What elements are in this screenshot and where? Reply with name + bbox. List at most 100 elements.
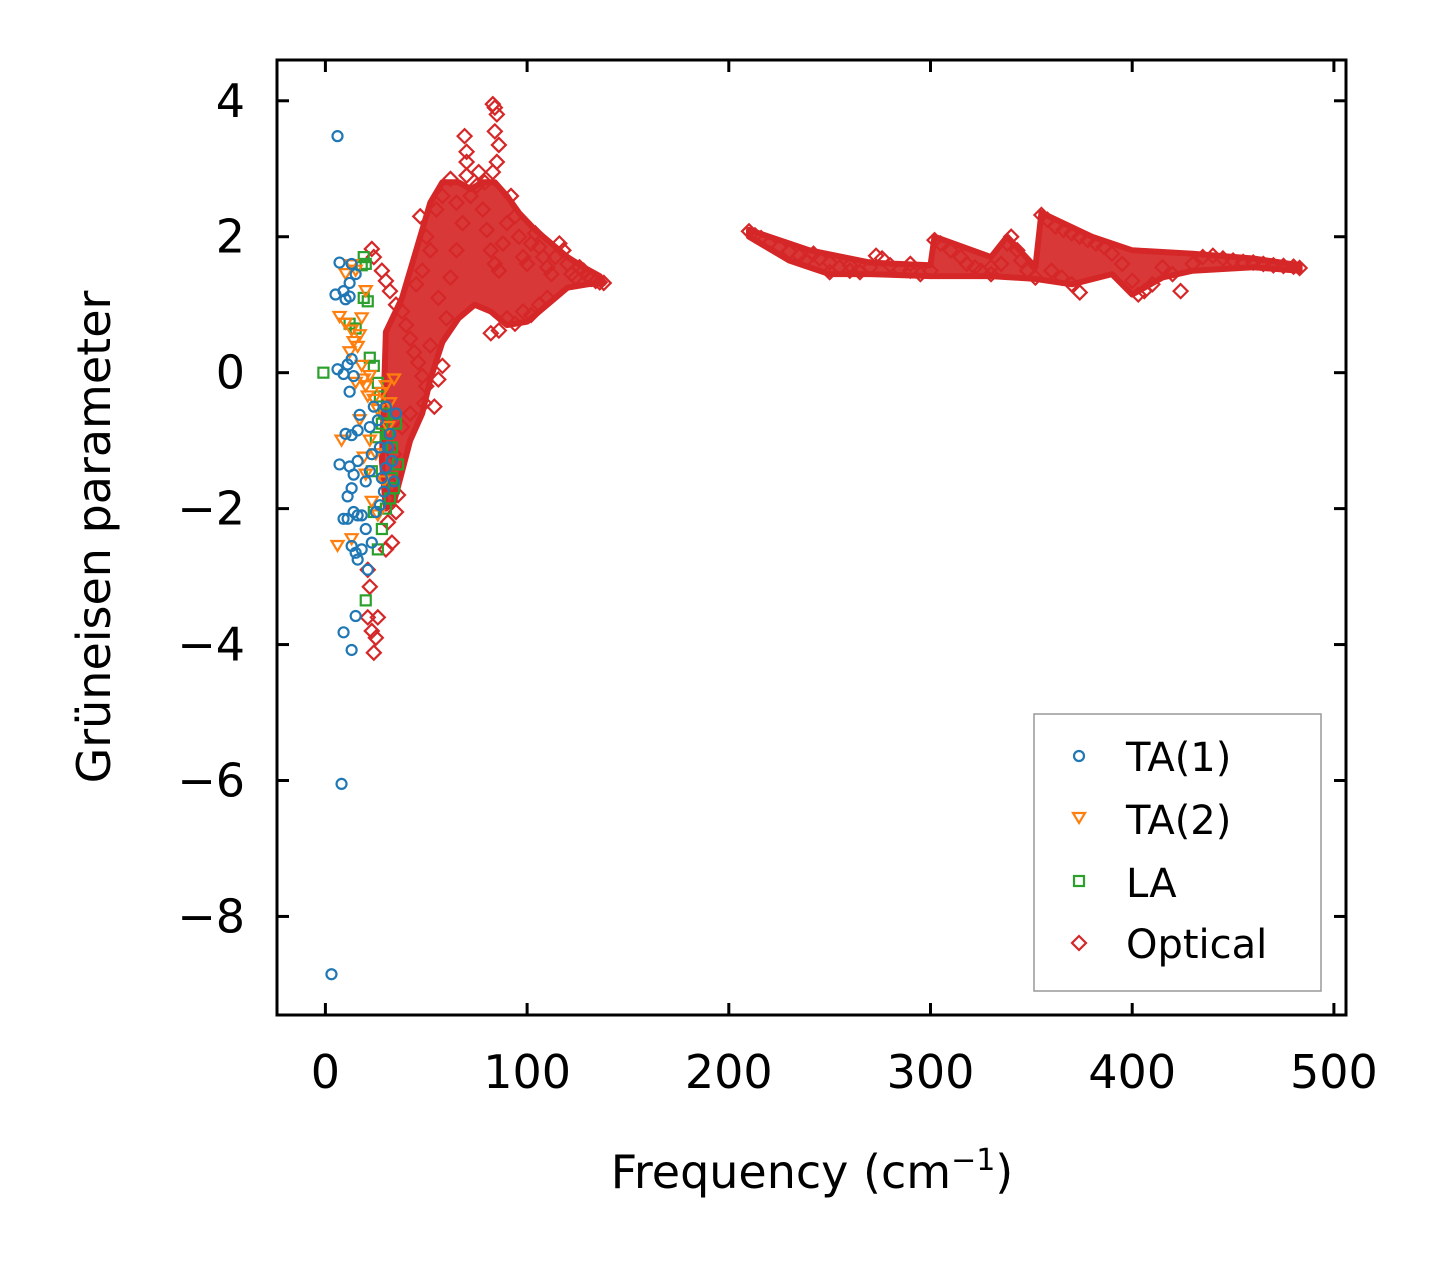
data-point-optical: [488, 105, 506, 123]
data-point-optical: [458, 143, 476, 161]
data-point-optical: [441, 170, 460, 188]
data-point-ta1: [343, 385, 356, 398]
data-point-optical: [1291, 259, 1309, 277]
data-point-ta2: [359, 390, 376, 404]
data-point-optical: [542, 265, 560, 283]
data-point-optical: [506, 207, 524, 225]
data-point-optical: [583, 270, 601, 288]
x-axis-ticks: 0 100 200 300 400 500: [311, 60, 1378, 1099]
legend-marker-ta1: [1072, 749, 1086, 763]
data-point-optical: [421, 336, 439, 355]
data-point-optical: [1172, 282, 1190, 300]
data-point-optical: [770, 238, 788, 256]
data-point-optical: [1163, 265, 1182, 283]
data-point-optical: [407, 275, 425, 293]
data-point-optical: [1042, 262, 1061, 280]
data-point-ta1: [337, 512, 350, 525]
data-point-ta1: [375, 471, 388, 485]
data-point-optical: [1026, 268, 1044, 287]
data-point-optical: [554, 241, 572, 259]
legend-label-ta2: TA(2): [1125, 798, 1231, 844]
data-point-optical: [550, 234, 568, 253]
data-point-optical: [456, 127, 474, 145]
data-point-la: [359, 594, 372, 607]
y-tick-label: −4: [177, 618, 245, 672]
data-point-ta1: [379, 461, 393, 474]
data-point-ta1: [371, 414, 384, 427]
x-tick-label: 200: [685, 1045, 773, 1099]
data-point-optical: [425, 398, 443, 416]
data-point-la: [375, 522, 388, 536]
data-point-optical: [413, 262, 431, 280]
data-point-ta1: [347, 369, 360, 383]
y-tick-label: 4: [216, 74, 245, 128]
data-point-optical: [958, 255, 976, 273]
data-point-ta2: [386, 373, 402, 387]
data-point-optical: [393, 418, 411, 436]
data-point-ta1: [373, 441, 386, 454]
data-point-ta1: [361, 563, 374, 576]
data-point-optical: [365, 644, 383, 662]
data-point-ta1: [333, 458, 346, 471]
data-point-ta2: [382, 397, 398, 411]
data-point-ta2: [347, 376, 364, 391]
data-point-optical: [1214, 249, 1232, 268]
legend-entry-ta2: TA(2): [1071, 798, 1231, 844]
data-point-ta1: [353, 408, 366, 421]
data-point-ta1: [325, 968, 338, 981]
data-point-ta2: [329, 539, 346, 554]
data-point-ta1: [349, 546, 362, 559]
data-point-ta1: [345, 352, 358, 366]
data-point-optical: [752, 229, 770, 247]
data-point-optical: [490, 136, 508, 154]
data-point-ta1: [351, 509, 364, 522]
data-point-ta1: [347, 468, 360, 481]
data-point-optical: [538, 258, 556, 276]
y-tick-label: −6: [177, 753, 245, 807]
data-point-ta1: [345, 482, 358, 495]
data-point-optical: [490, 262, 508, 280]
data-point-optical: [427, 200, 445, 219]
data-point-ta1: [339, 293, 352, 306]
data-point-ta2: [361, 369, 378, 384]
data-point-optical: [901, 255, 919, 273]
data-point-optical: [1071, 228, 1089, 246]
legend-marker-optical: [1070, 934, 1088, 952]
data-point-optical: [482, 241, 500, 259]
data-point-optical: [998, 234, 1016, 253]
data-point-ta2: [361, 434, 378, 448]
data-point-la: [373, 390, 386, 403]
data-point-optical: [811, 249, 829, 268]
data-point-optical: [595, 274, 613, 292]
data-point-la: [379, 502, 393, 515]
data-point-ta1: [367, 400, 380, 413]
data-point-ta2: [379, 420, 396, 435]
x-tick-label: 0: [311, 1045, 340, 1099]
data-point-optical: [921, 262, 940, 280]
data-point-optical: [490, 321, 508, 340]
data-point-optical: [510, 228, 528, 246]
data-point-optical: [1103, 245, 1121, 263]
y-axis-label: Grüneisen parameter: [67, 290, 121, 783]
data-point-optical: [526, 224, 544, 242]
legend-marker-ta2: [1071, 811, 1087, 826]
x-tick-label: 400: [1088, 1045, 1176, 1099]
data-point-optical: [468, 177, 486, 195]
y-axis-ticks: 4 2 0 −2 −4 −6 −8: [177, 74, 1346, 943]
data-point-optical: [433, 187, 451, 205]
legend-label-optical: Optical: [1126, 922, 1267, 968]
data-point-optical: [486, 99, 504, 117]
data-point-optical: [409, 353, 427, 372]
data-point-optical: [932, 234, 950, 253]
data-point-optical: [992, 255, 1010, 273]
data-point-ta1: [381, 441, 395, 454]
data-point-optical: [401, 330, 419, 348]
data-point-optical: [1254, 255, 1272, 273]
data-point-optical: [454, 214, 472, 232]
data-point-optical: [780, 243, 798, 261]
data-point-ta1: [333, 256, 346, 269]
data-point-ta1: [383, 427, 397, 440]
data-point-optical: [476, 173, 494, 191]
data-point-optical: [881, 256, 899, 274]
